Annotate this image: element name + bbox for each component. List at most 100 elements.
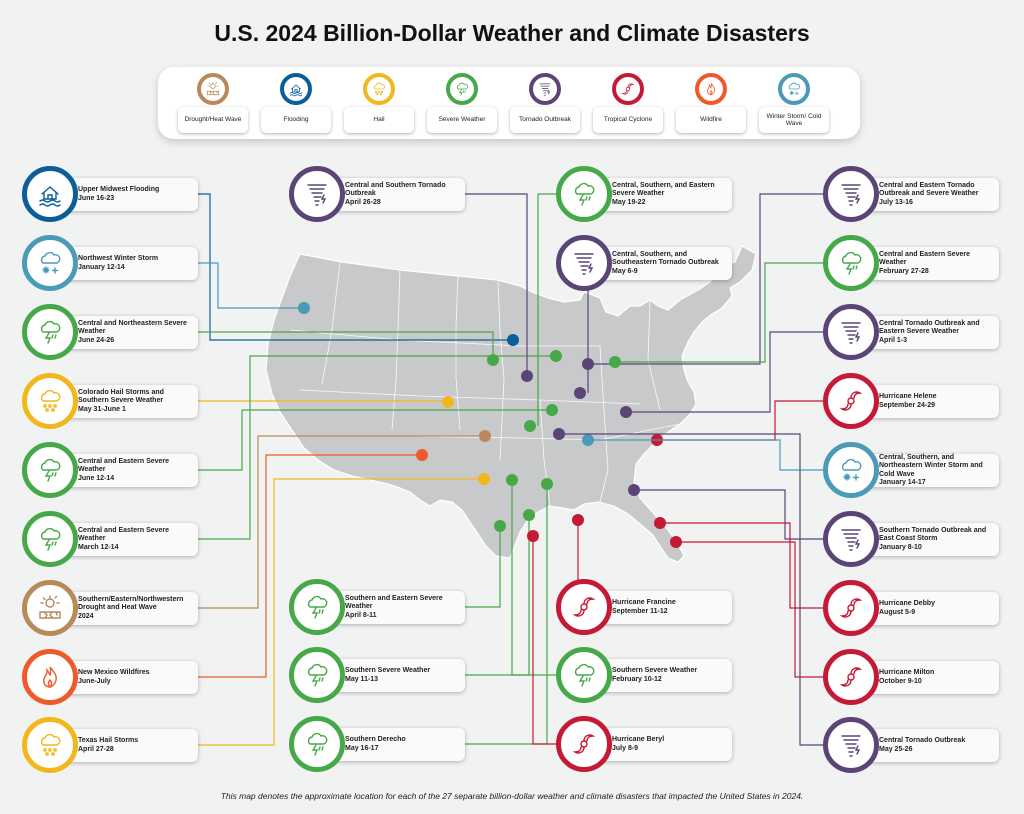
connector-line <box>660 522 849 609</box>
event-date: 2024 <box>78 612 94 620</box>
us-map-outline <box>265 245 757 563</box>
event-location-dot <box>524 420 536 432</box>
event-name: Southern and Eastern Severe Weather <box>345 594 443 611</box>
event-icon-ring <box>22 442 78 498</box>
event-date: September 11-12 <box>612 607 668 615</box>
event-name: New Mexico Wildfires <box>78 669 150 677</box>
event-name: Colorado Hail Storms and Southern Severe… <box>78 388 164 405</box>
event-icon-ring <box>556 716 612 772</box>
fire-icon <box>695 73 727 105</box>
event-location-dot <box>298 302 310 314</box>
tornado-icon <box>529 73 561 105</box>
event-date: March 12-14 <box>78 543 119 551</box>
event-icon-ring <box>22 717 78 773</box>
event-icon-ring <box>823 235 879 291</box>
event-icon-ring <box>22 304 78 360</box>
event-location-dot <box>487 354 499 366</box>
event-date: June 24-26 <box>78 336 115 344</box>
connector-line <box>465 193 528 376</box>
event-name: Hurricane Francine <box>612 599 676 607</box>
event-location-dot <box>521 370 533 382</box>
event-icon-ring <box>823 373 879 429</box>
event-name: Hurricane Milton <box>879 669 935 677</box>
event-date: July 8-9 <box>612 744 639 752</box>
event-icon-ring <box>823 717 879 773</box>
event-location-dot <box>478 473 490 485</box>
event-date: September 24-29 <box>879 401 936 409</box>
event-location-dot <box>416 449 428 461</box>
snow-cloud-icon <box>778 73 810 105</box>
event-icon-ring <box>556 579 612 635</box>
legend-label: Drought/Heat Wave <box>178 107 248 133</box>
event-icon-ring <box>556 647 612 703</box>
connector-line <box>626 331 849 413</box>
connector-line <box>198 454 422 678</box>
event-icon-ring <box>823 166 879 222</box>
connector-line <box>465 484 548 745</box>
event-icon-ring <box>556 166 612 222</box>
event-location-dot <box>553 428 565 440</box>
event-name: Southern/Eastern/Northwestern Drought an… <box>78 595 184 612</box>
event-date: January 12-14 <box>78 263 125 271</box>
event-name: Central and Eastern Severe Weather <box>78 457 170 474</box>
event-location-dot <box>523 509 535 521</box>
connector-line <box>198 435 485 609</box>
event-name: Central and Eastern Severe Weather <box>879 250 971 267</box>
event-date: April 8-11 <box>345 611 377 619</box>
event-location-dot <box>550 350 562 362</box>
event-date: May 31-June 1 <box>78 405 126 413</box>
connector-line <box>676 541 849 678</box>
event-date: May 16-17 <box>345 744 379 752</box>
connector-line <box>511 480 556 676</box>
event-icon-ring <box>22 649 78 705</box>
event-location-dot <box>654 517 666 529</box>
event-icon-ring <box>823 304 879 360</box>
sun-heat-icon <box>197 73 229 105</box>
event-name: Hurricane Beryl <box>612 736 665 744</box>
event-name: Texas Hail Storms <box>78 737 139 745</box>
event-location-dot <box>582 434 594 446</box>
event-name: Central and Eastern Severe Weather <box>78 526 170 543</box>
event-name: Central and Eastern Tornado Outbreak and… <box>879 181 979 198</box>
legend-label: Severe Weather <box>427 107 497 133</box>
event-location-dot <box>541 478 553 490</box>
connector-line <box>198 400 449 402</box>
state-borders <box>289 261 681 507</box>
legend-label: Tornado Outbreak <box>510 107 580 133</box>
event-icon-ring <box>22 373 78 429</box>
event-location-dot <box>628 484 640 496</box>
connector-line <box>198 193 513 341</box>
event-location-dot <box>574 387 586 399</box>
event-date: April 1-3 <box>879 336 908 344</box>
connector-line <box>588 439 849 471</box>
event-location-dot <box>506 474 518 486</box>
event-icon-ring <box>22 166 78 222</box>
legend-label: Wildfire <box>676 107 746 133</box>
event-location-dot <box>670 536 682 548</box>
legend-label: Tropical Cyclone <box>593 107 663 133</box>
event-date: January 8-10 <box>879 543 922 551</box>
connector-line <box>465 515 530 676</box>
hail-cloud-icon <box>363 73 395 105</box>
event-icon-ring <box>289 647 345 703</box>
event-icon-ring <box>556 235 612 291</box>
event-date: July 13-16 <box>879 198 913 206</box>
connector-line <box>532 536 556 745</box>
event-icon-ring <box>823 580 879 636</box>
event-name: Central Tornado Outbreak and Eastern Sev… <box>879 319 980 336</box>
connector-line <box>588 193 849 365</box>
connector-line <box>198 478 484 746</box>
event-name: Central Tornado Outbreak <box>879 737 966 745</box>
event-date: August 5-9 <box>879 608 916 616</box>
legend-panel: Drought/Heat Wave Flooding Hail Severe W… <box>158 67 860 139</box>
event-location-dot <box>442 396 454 408</box>
event-name: Central, Southern, and Southeastern Torn… <box>612 250 719 267</box>
event-icon-ring <box>289 579 345 635</box>
event-location-dot <box>494 520 506 532</box>
event-name: Hurricane Debby <box>879 600 936 608</box>
event-date: June 12-14 <box>78 474 115 482</box>
event-icon-ring <box>823 442 879 498</box>
event-name: Northwest Winter Storm <box>78 255 159 263</box>
event-date: February 27-28 <box>879 267 929 275</box>
event-date: June-July <box>78 677 111 685</box>
